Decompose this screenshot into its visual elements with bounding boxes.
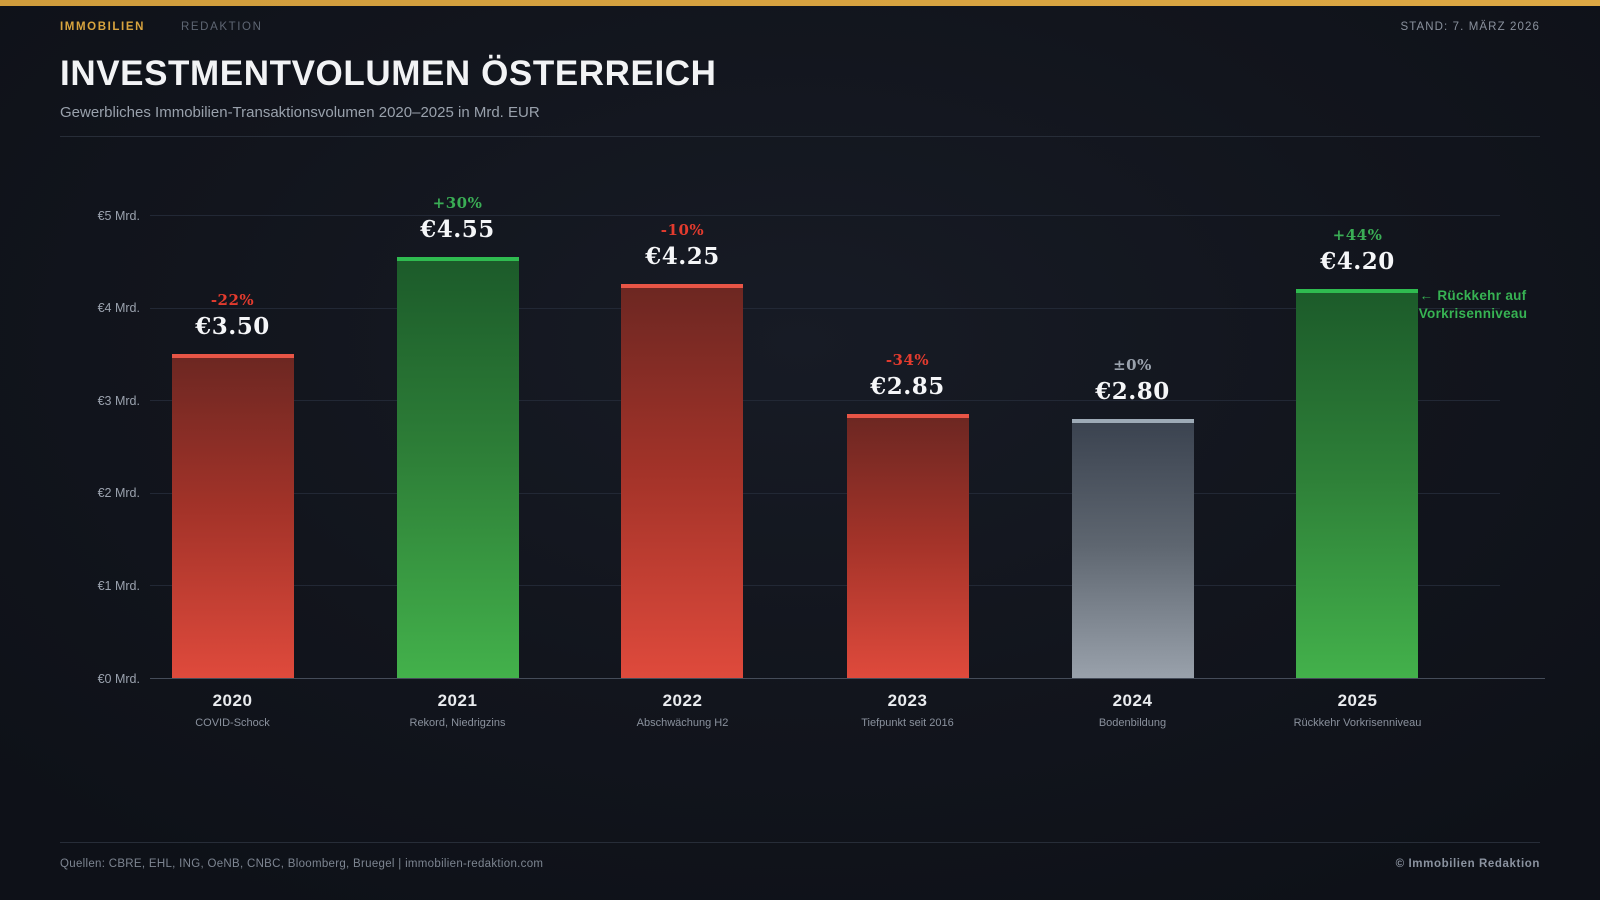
pct-change-label: -22% xyxy=(210,290,255,309)
bar-labels-2024: ±0% €2.80 xyxy=(1020,356,1245,405)
x-label-2021: 2021 Rekord, Niedrigzins xyxy=(345,691,570,729)
bar-labels-2023: -34% €2.85 xyxy=(795,351,1020,400)
footer-divider xyxy=(60,842,1540,843)
y-tick-3: €3 Mrd. xyxy=(97,393,140,408)
main-nav: IMMOBILIEN REDAKTION STAND: 7. MÄRZ 2026 xyxy=(60,21,1540,33)
value-label: €3.50 xyxy=(195,312,270,340)
annotation-line1: ← Rückkehr auf xyxy=(1419,288,1527,303)
x-label-2025: 2025 Rückkehr Vorkrisenniveau xyxy=(1245,691,1470,729)
pct-change-label: +44% xyxy=(1332,226,1383,245)
footer: Quellen: CBRE, EHL, ING, OeNB, CNBC, Blo… xyxy=(60,827,1540,870)
page-subtitle: Gewerbliches Immobilien-Transaktionsvolu… xyxy=(60,104,540,121)
year-label: 2024 xyxy=(1112,691,1153,710)
bar-group-2024: ±0% €2.80 xyxy=(1020,215,1245,678)
pct-change-label: +30% xyxy=(432,193,483,212)
sources-text: Quellen: CBRE, EHL, ING, OeNB, CNBC, Blo… xyxy=(60,858,544,870)
year-sublabel: Bodenbildung xyxy=(1098,717,1167,729)
year-label: 2023 xyxy=(887,691,928,710)
bars-layer: -22% €3.50 +30% €4.55 xyxy=(120,194,1470,678)
y-tick-2: €2 Mrd. xyxy=(97,486,140,501)
bar-group-2022: -10% €4.25 xyxy=(570,215,795,678)
header: IMMOBILIEN REDAKTION STAND: 7. MÄRZ 2026… xyxy=(60,21,1540,137)
pct-change-label: ±0% xyxy=(1113,355,1152,374)
bar-group-2021: +30% €4.55 xyxy=(345,194,570,678)
annotation-line2: Vorkrisenniveau xyxy=(1418,306,1528,322)
bar-2024 xyxy=(1071,418,1194,678)
bar-labels-2021: +30% €4.55 xyxy=(345,194,570,243)
x-axis-labels: 2020 COVID-Schock 2021 Rekord, Niedrigzi… xyxy=(120,691,1470,729)
year-sublabel: Rekord, Niedrigzins xyxy=(409,717,506,729)
pct-change-label: -10% xyxy=(660,221,705,240)
nav-item-redaktion[interactable]: REDAKTION xyxy=(181,21,263,33)
bar-group-2020: -22% €3.50 xyxy=(120,215,345,678)
bar-chart: €5 Mrd. €4 Mrd. €3 Mrd. €2 Mrd. €1 Mrd. … xyxy=(60,194,1545,729)
bar-2021 xyxy=(396,256,519,678)
annotation-vorkrisenniveau: ← Rückkehr auf Vorkrisenniveau xyxy=(1388,287,1558,323)
nav-item-immobilien[interactable]: IMMOBILIEN xyxy=(60,21,145,33)
top-accent-bar xyxy=(0,0,1600,6)
year-sublabel: COVID-Schock xyxy=(195,717,270,729)
bar-group-2023: -34% €2.85 xyxy=(795,215,1020,678)
y-tick-0: €0 Mrd. xyxy=(97,671,140,686)
bar-2020 xyxy=(171,353,294,678)
y-tick-1: €1 Mrd. xyxy=(97,578,140,593)
x-label-2023: 2023 Tiefpunkt seit 2016 xyxy=(795,691,1020,729)
x-label-2020: 2020 COVID-Schock xyxy=(120,691,345,729)
gridline-1: €1 Mrd. xyxy=(98,579,1500,593)
x-label-2022: 2022 Abschwächung H2 xyxy=(570,691,795,729)
gridline-2: €2 Mrd. xyxy=(98,486,1500,500)
year-label: 2022 xyxy=(662,691,703,710)
gridline-3: €3 Mrd. xyxy=(98,394,1500,408)
bar-2022 xyxy=(621,284,744,678)
bar-labels-2025: +44% €4.20 xyxy=(1245,226,1470,275)
bar-2025 xyxy=(1296,289,1419,678)
chart-plot-area: €5 Mrd. €4 Mrd. €3 Mrd. €2 Mrd. €1 Mrd. … xyxy=(98,194,1545,686)
gridline-4: €4 Mrd. xyxy=(98,301,1500,315)
y-tick-5: €5 Mrd. xyxy=(97,208,140,223)
bar-group-2025: +44% €4.20 xyxy=(1245,215,1470,678)
value-label: €4.20 xyxy=(1320,248,1395,276)
page-title: INVESTMENTVOLUMEN ÖSTERREICH xyxy=(60,54,717,93)
year-sublabel: Abschwächung H2 xyxy=(636,717,729,729)
year-label: 2021 xyxy=(437,691,478,710)
x-axis-baseline: €0 Mrd. xyxy=(98,672,1545,686)
value-label: €4.25 xyxy=(645,243,720,271)
bar-2023 xyxy=(846,414,969,678)
year-label: 2020 xyxy=(212,691,253,710)
value-label: €4.55 xyxy=(420,215,495,243)
x-label-2024: 2024 Bodenbildung xyxy=(1020,691,1245,729)
y-tick-4: €4 Mrd. xyxy=(97,301,140,316)
year-label: 2025 xyxy=(1337,691,1378,710)
bar-labels-2022: -10% €4.25 xyxy=(570,221,795,270)
header-divider xyxy=(60,136,1540,137)
year-sublabel: Tiefpunkt seit 2016 xyxy=(861,717,954,729)
pct-change-label: -34% xyxy=(885,351,930,370)
value-label: €2.80 xyxy=(1095,377,1170,405)
date-stamp: STAND: 7. MÄRZ 2026 xyxy=(1400,21,1540,33)
copyright-text: © Immobilien Redaktion xyxy=(1395,858,1540,870)
year-sublabel: Rückkehr Vorkrisenniveau xyxy=(1293,717,1422,729)
bar-labels-2020: -22% €3.50 xyxy=(120,291,345,340)
value-label: €2.85 xyxy=(870,373,945,401)
gridline-5: €5 Mrd. xyxy=(98,209,1500,223)
